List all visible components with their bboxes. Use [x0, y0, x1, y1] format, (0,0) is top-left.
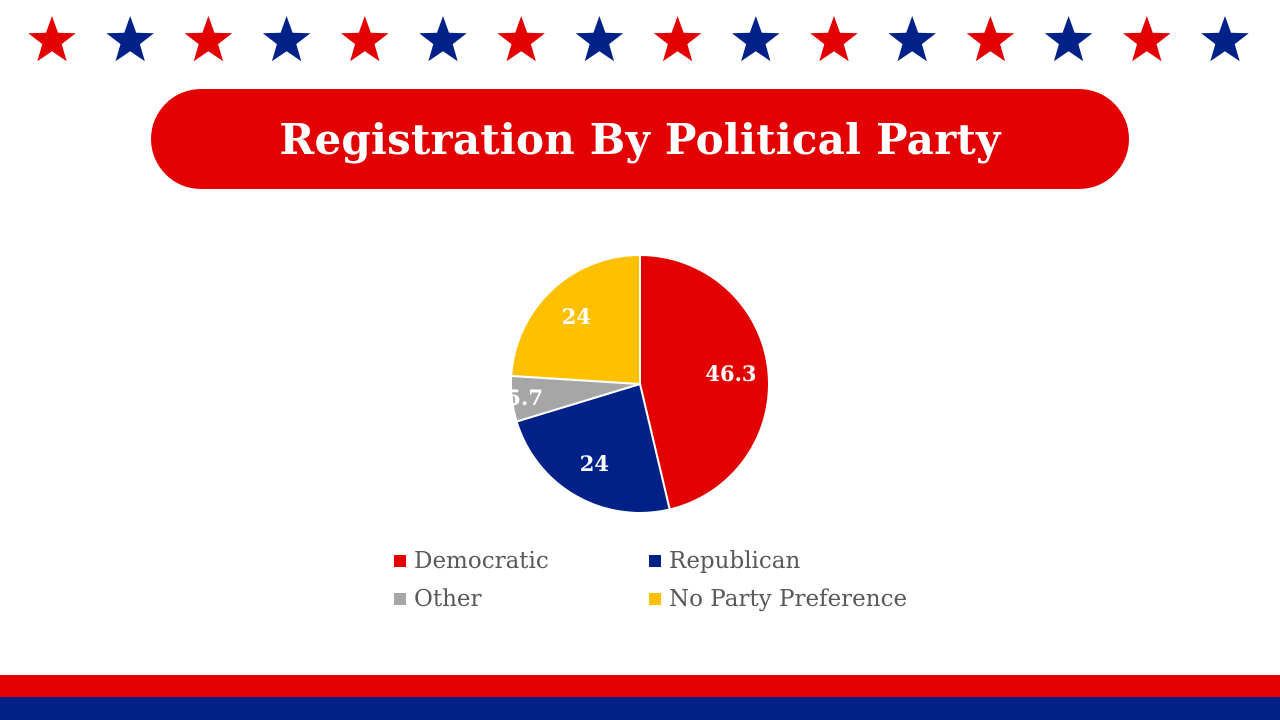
- legend-swatch-no-party-preference: [649, 593, 661, 605]
- legend-label-democratic: Democratic: [414, 548, 549, 574]
- legend-item-other: Other: [394, 586, 649, 612]
- legend-swatch-other: [394, 593, 406, 605]
- star-icon: [810, 16, 858, 62]
- star-icon: [575, 16, 624, 62]
- data-label-no-party-preference: 24: [562, 304, 591, 329]
- pie-slice-democratic: [639, 253, 770, 511]
- bottom-stripe-red: [0, 675, 1280, 697]
- star-icon: [966, 16, 1015, 62]
- legend-item-democratic: Democratic: [394, 548, 649, 574]
- legend-label-republican: Republican: [669, 548, 801, 574]
- pie-slice-republican: [515, 382, 671, 514]
- stars-decoration: [28, 16, 1249, 62]
- legend-swatch-democratic: [394, 555, 406, 567]
- data-label-republican: 24: [580, 451, 609, 476]
- legend-item-republican: Republican: [649, 548, 949, 574]
- page-title: Registration By Political Party: [279, 114, 1001, 164]
- title-banner: Registration By Political Party: [151, 89, 1129, 189]
- data-label-democratic: 46.3: [705, 361, 756, 386]
- star-icon: [106, 16, 154, 62]
- star-icon: [184, 16, 233, 62]
- pie-slice-no-party-preference: [510, 253, 641, 386]
- star-icon: [888, 16, 936, 62]
- legend-item-no-party-preference: No Party Preference: [649, 586, 949, 612]
- star-icon: [497, 16, 545, 62]
- star-icon: [1044, 16, 1093, 62]
- legend-swatch-republican: [649, 555, 661, 567]
- star-icon: [1123, 16, 1171, 62]
- legend-label-other: Other: [414, 586, 482, 612]
- star-icon: [653, 16, 702, 62]
- bottom-stripe-blue: [0, 697, 1280, 720]
- star-icon: [419, 16, 467, 62]
- star-icon: [262, 16, 311, 62]
- legend-label-no-party-preference: No Party Preference: [669, 586, 908, 612]
- data-label-other: 5.7: [506, 385, 543, 410]
- star-icon: [732, 16, 780, 62]
- star-icon: [28, 16, 76, 62]
- star-icon: [341, 16, 389, 62]
- star-icon: [1201, 16, 1249, 62]
- pie-chart: 46.3 24 5.7 24: [506, 253, 770, 514]
- chart-legend: Democratic Republican Other No Party Pre…: [394, 548, 954, 612]
